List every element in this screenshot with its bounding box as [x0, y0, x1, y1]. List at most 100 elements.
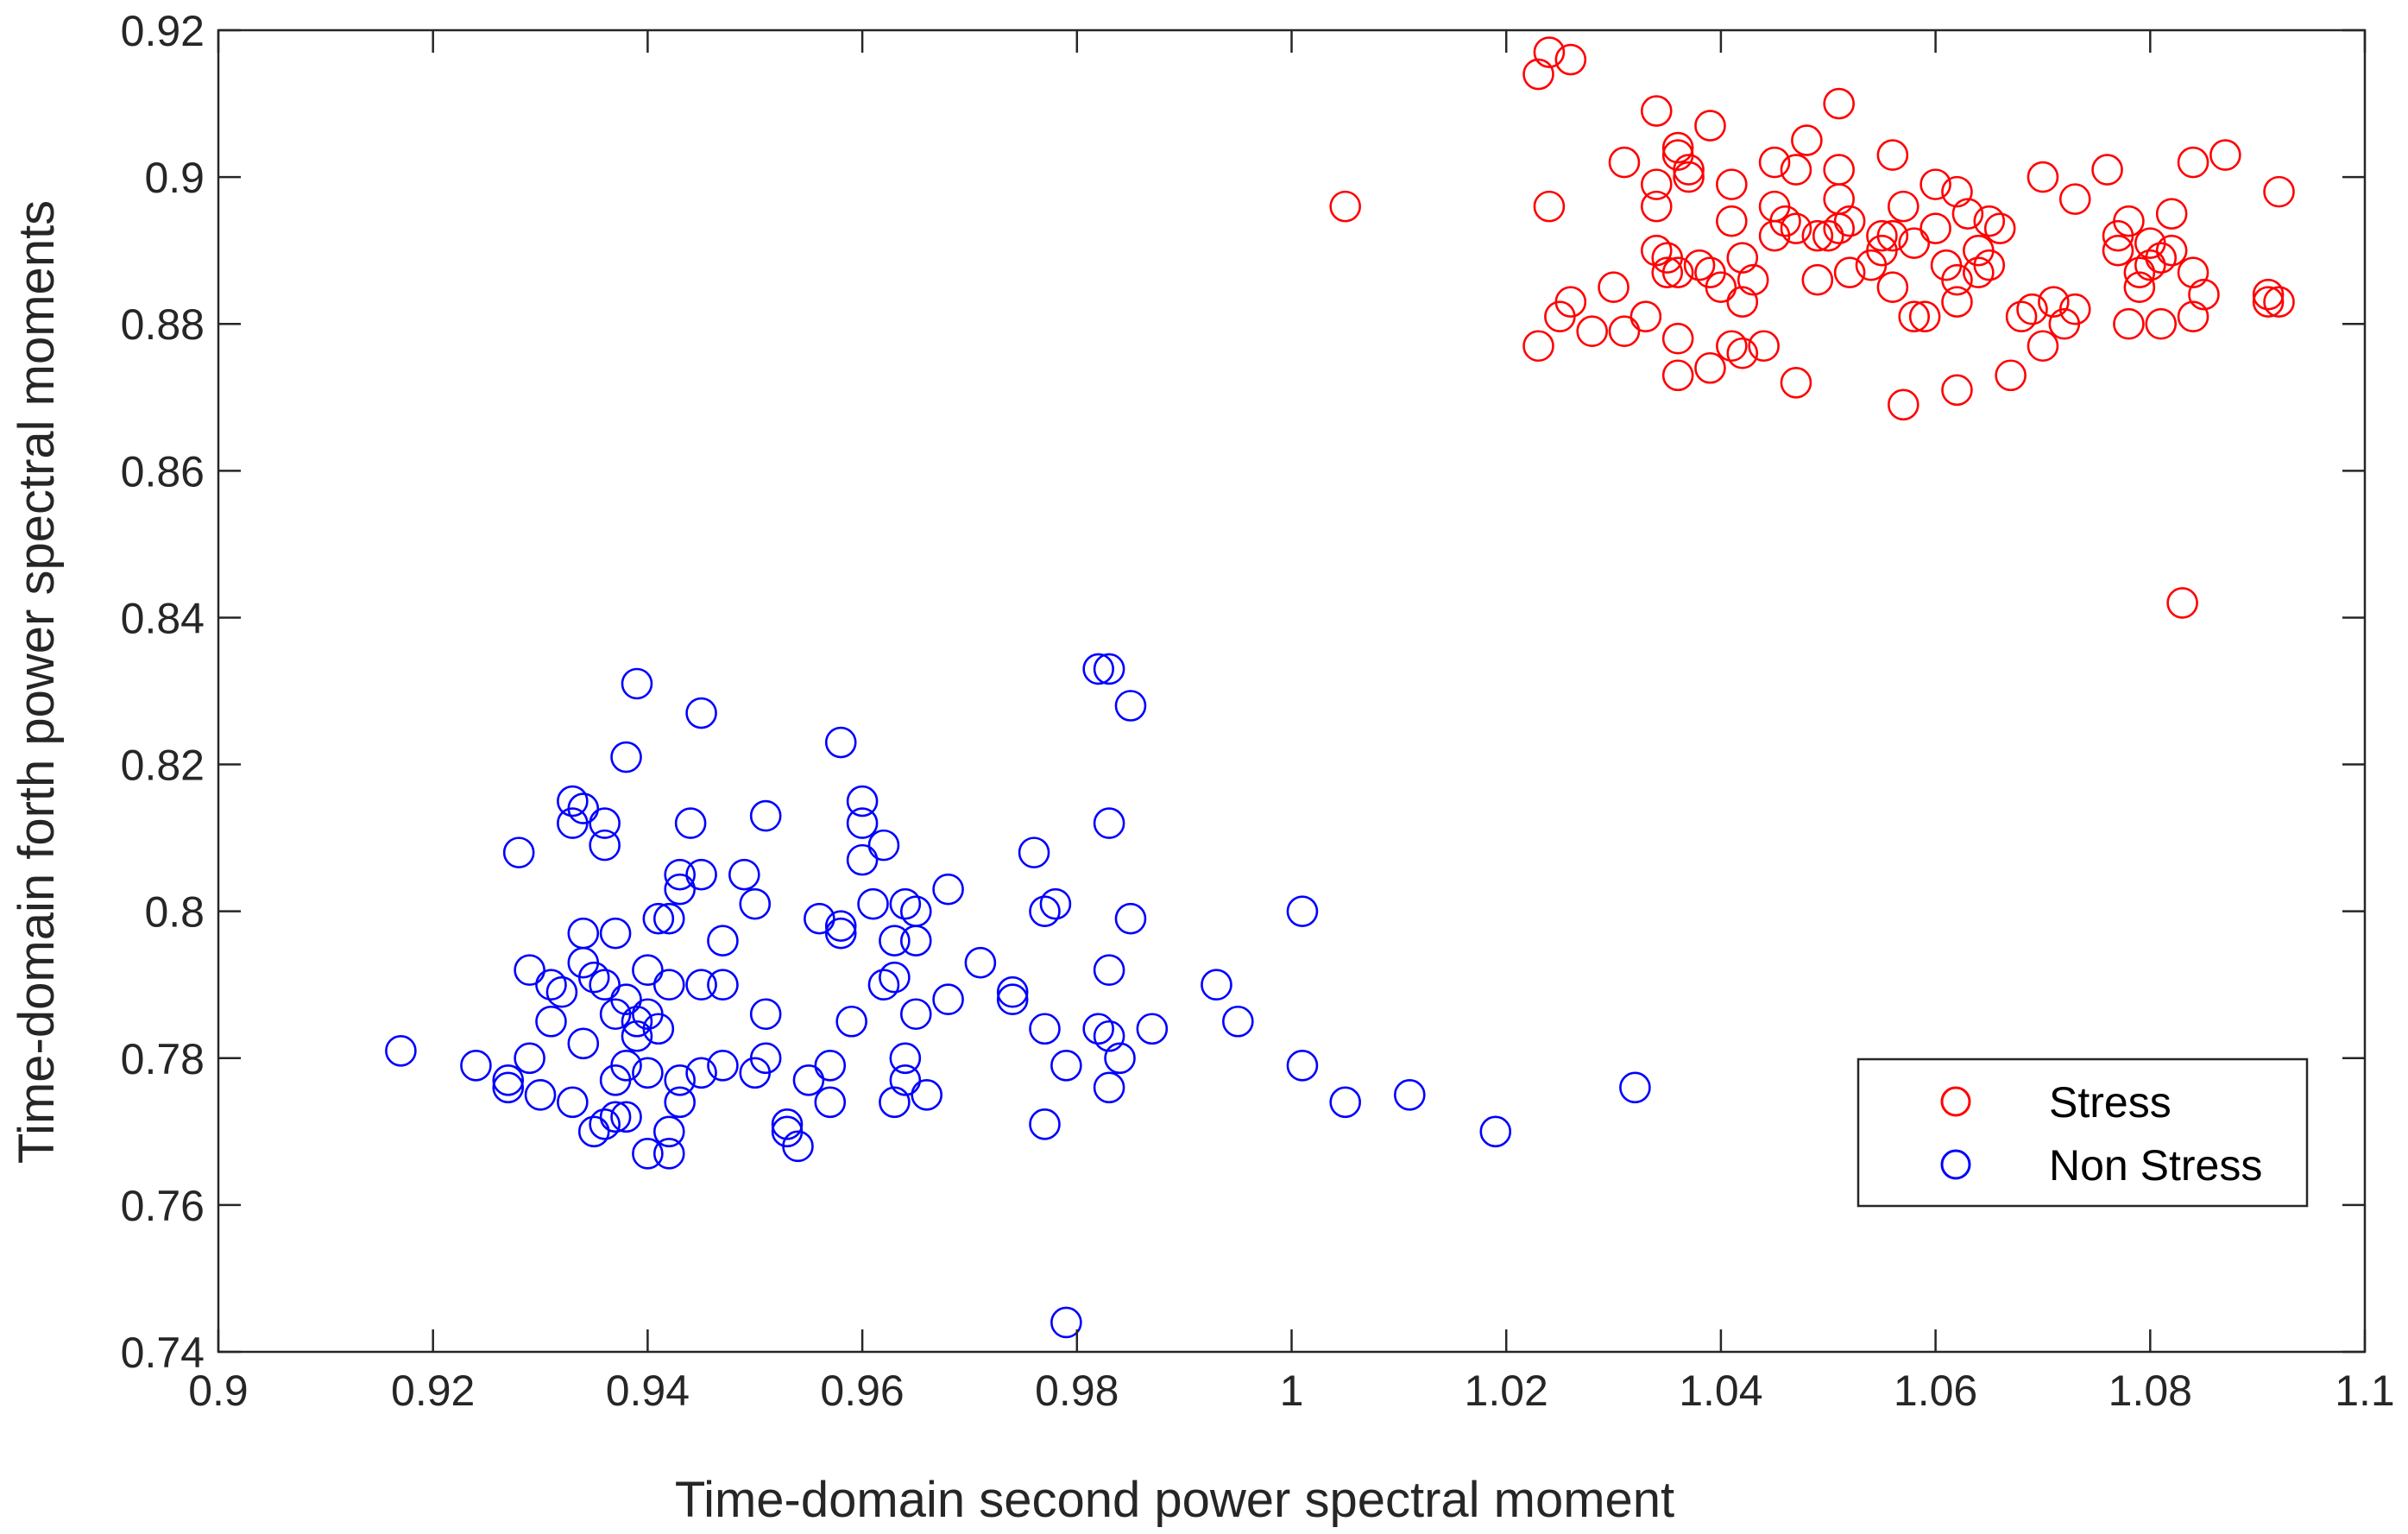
- data-point: [2252, 278, 2285, 311]
- data-point: [1951, 198, 1984, 230]
- data-point: [1029, 895, 1061, 927]
- data-point: [1619, 1071, 1651, 1104]
- data-point: [879, 1086, 911, 1119]
- data-point: [932, 983, 964, 1016]
- data-point: [2145, 307, 2178, 340]
- data-point: [1887, 190, 1919, 223]
- data-point: [1640, 190, 1673, 223]
- data-point: [599, 917, 632, 950]
- data-point: [707, 969, 739, 1001]
- data-point: [460, 1049, 492, 1082]
- x-tick-label: 1.08: [2109, 1367, 2192, 1415]
- data-point: [804, 902, 835, 935]
- data-point: [824, 917, 857, 950]
- y-tick-label: 0.84: [121, 594, 205, 642]
- data-point: [846, 785, 879, 818]
- data-point: [1576, 315, 1608, 348]
- data-point: [899, 998, 932, 1031]
- data-point: [2005, 300, 2038, 333]
- data-point: [621, 667, 653, 700]
- data-point: [1661, 131, 1694, 164]
- series-non-stress: [385, 653, 1651, 1339]
- data-point: [879, 961, 911, 994]
- data-point: [610, 1101, 642, 1133]
- data-point: [911, 1079, 943, 1111]
- data-point: [1673, 161, 1705, 193]
- data-point: [1093, 653, 1125, 685]
- data-point: [652, 1138, 685, 1170]
- data-point: [1694, 351, 1726, 384]
- data-point: [2058, 183, 2091, 215]
- data-point: [1887, 388, 1919, 421]
- data-point: [1941, 263, 1973, 296]
- data-point: [1640, 168, 1673, 200]
- data-point: [1716, 330, 1748, 363]
- data-point: [2091, 154, 2123, 186]
- data-point: [1329, 1086, 1361, 1119]
- data-point: [1823, 212, 1855, 244]
- data-point: [1082, 653, 1114, 685]
- data-point: [1683, 249, 1716, 281]
- data-point: [545, 975, 578, 1008]
- data-point: [1898, 300, 1931, 333]
- data-point: [589, 807, 621, 839]
- data-point: [932, 873, 964, 906]
- data-point: [2177, 146, 2209, 179]
- data-point: [1737, 263, 1769, 296]
- data-point: [1791, 124, 1823, 156]
- data-point: [1029, 1013, 1061, 1045]
- data-point: [1522, 58, 1554, 91]
- legend-label-non-stress: Non Stress: [2049, 1141, 2262, 1190]
- data-point: [728, 858, 760, 891]
- data-point: [2134, 249, 2166, 281]
- data-point: [1018, 836, 1050, 868]
- y-tick-label: 0.88: [121, 300, 205, 349]
- data-point: [1876, 219, 1909, 252]
- data-point: [2177, 256, 2209, 288]
- data-point: [2145, 242, 2178, 274]
- data-point: [1726, 286, 1759, 319]
- data-point: [1629, 300, 1662, 333]
- data-point: [1694, 110, 1726, 142]
- data-point: [1533, 190, 1566, 223]
- legend: Stress Non Stress: [1856, 1057, 2309, 1208]
- data-point: [664, 858, 697, 891]
- data-point: [664, 1064, 697, 1096]
- data-point: [2027, 161, 2059, 193]
- data-point: [524, 1079, 557, 1111]
- data-point: [824, 910, 857, 942]
- data-point: [824, 726, 857, 759]
- data-point: [1748, 330, 1780, 363]
- x-tick-label: 0.94: [606, 1367, 690, 1415]
- data-point: [879, 925, 911, 956]
- x-tick-label: 1: [1280, 1367, 1304, 1415]
- x-tick-label: 0.92: [391, 1367, 475, 1415]
- data-point: [1554, 43, 1587, 76]
- data-point: [1812, 219, 1844, 252]
- data-point: [1039, 887, 1072, 920]
- data-point: [899, 895, 932, 927]
- x-tick-label: 1.1: [2335, 1367, 2395, 1415]
- data-point: [632, 954, 664, 987]
- data-point: [632, 1138, 664, 1170]
- y-tick-label: 0.8: [144, 888, 205, 937]
- data-point: [1608, 315, 1641, 348]
- y-axis-title: Time-domain forth power spectral moments: [9, 200, 65, 1164]
- data-point: [996, 983, 1029, 1016]
- data-point: [1393, 1079, 1426, 1111]
- data-point: [2263, 286, 2295, 319]
- y-tick-label: 0.82: [121, 742, 205, 790]
- data-point: [835, 1005, 867, 1038]
- data-point: [1673, 154, 1705, 186]
- x-tick-label: 1.02: [1465, 1367, 1548, 1415]
- data-point: [1876, 139, 1909, 171]
- data-point: [2113, 307, 2145, 340]
- data-point: [1661, 359, 1694, 392]
- data-point: [867, 969, 900, 1001]
- data-point: [2016, 293, 2048, 325]
- data-point: [1522, 330, 1554, 363]
- y-tick-label: 0.86: [121, 447, 205, 496]
- data-point: [1598, 271, 1629, 303]
- data-point: [964, 946, 997, 979]
- plot-area: [385, 36, 2295, 1339]
